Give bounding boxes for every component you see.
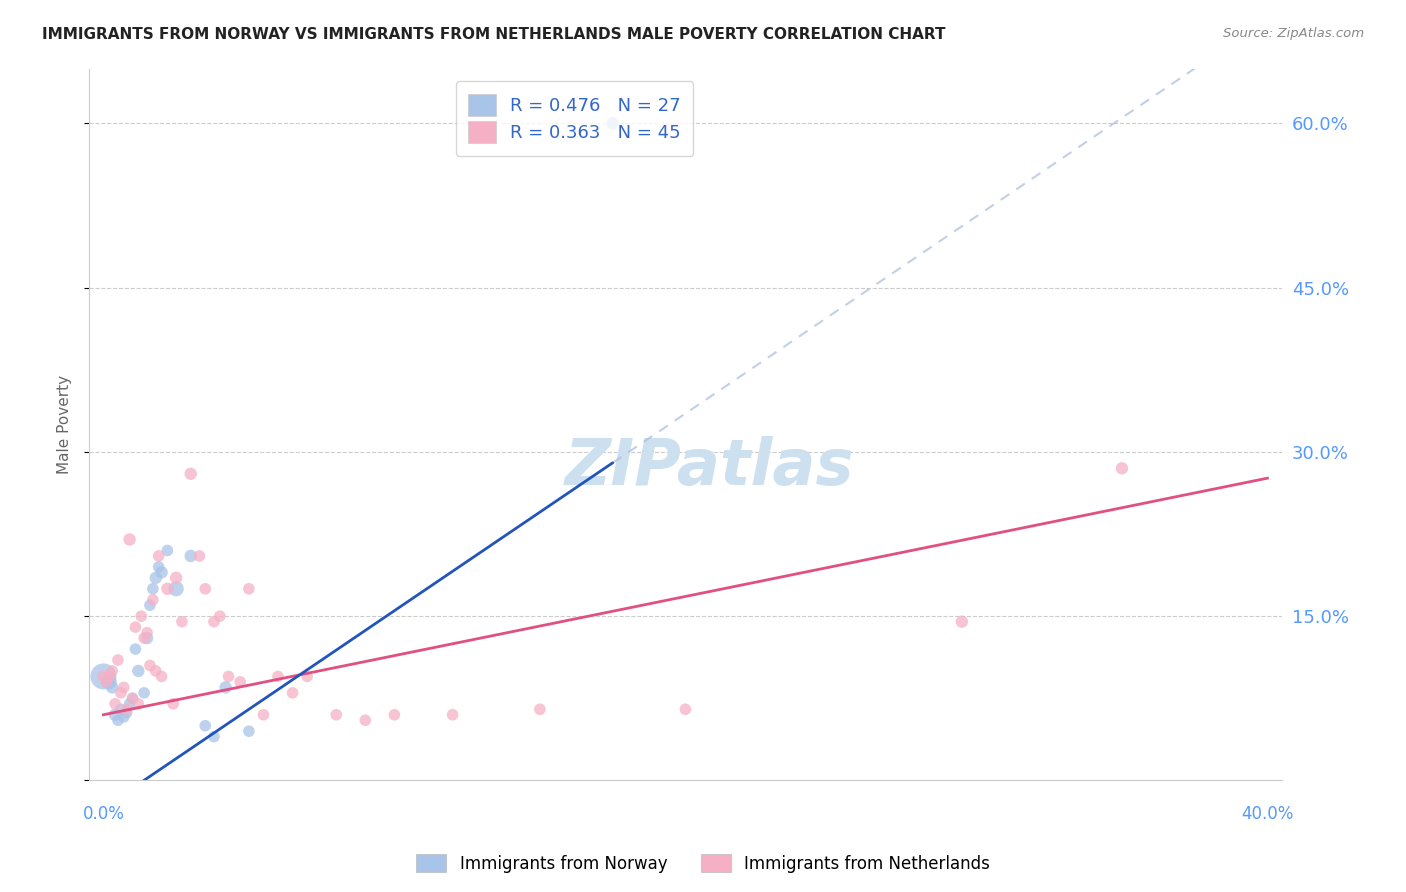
Point (238, 724, 260, 739)
Point (115, 702, 138, 716)
Point (121, 691, 143, 706)
Point (208, 609, 231, 624)
Point (194, 582, 217, 596)
Point (238, 582, 260, 596)
Point (134, 686, 156, 700)
Point (295, 669, 318, 683)
Point (142, 582, 165, 596)
Point (93, 669, 115, 683)
Point (354, 713, 377, 727)
Point (118, 697, 141, 711)
Point (112, 681, 135, 695)
Point (96, 674, 118, 689)
Point (112, 710, 135, 724)
Point (145, 571, 167, 585)
Point (202, 615, 225, 629)
Point (267, 669, 290, 683)
Point (165, 582, 187, 596)
Point (104, 697, 127, 711)
Point (118, 533, 141, 547)
Point (218, 669, 240, 683)
Point (1111, 461, 1133, 475)
Point (145, 664, 167, 678)
Legend: R = 0.476   N = 27, R = 0.363   N = 45: R = 0.476 N = 27, R = 0.363 N = 45 (456, 81, 693, 156)
Point (107, 713, 129, 727)
Point (602, 116, 624, 130)
Point (124, 642, 146, 657)
Point (139, 658, 162, 673)
Point (156, 582, 179, 596)
Y-axis label: Male Poverty: Male Poverty (58, 375, 72, 474)
Point (134, 631, 156, 645)
Point (165, 571, 187, 585)
Point (139, 599, 162, 613)
Text: ZIPatlas: ZIPatlas (565, 436, 853, 499)
Point (180, 549, 202, 563)
Point (162, 697, 184, 711)
Legend: Immigrants from Norway, Immigrants from Netherlands: Immigrants from Norway, Immigrants from … (409, 847, 997, 880)
Point (384, 707, 406, 722)
Point (529, 702, 551, 716)
Point (121, 691, 143, 706)
Point (194, 719, 217, 733)
Point (281, 686, 304, 700)
Point (104, 707, 127, 722)
Point (188, 549, 211, 563)
Text: 40.0%: 40.0% (1241, 805, 1294, 823)
Point (127, 664, 149, 678)
Point (950, 615, 973, 629)
Point (150, 566, 173, 580)
Point (156, 543, 179, 558)
Text: Source: ZipAtlas.com: Source: ZipAtlas.com (1223, 27, 1364, 40)
Point (170, 615, 193, 629)
Point (673, 702, 696, 716)
Point (150, 669, 173, 683)
Point (136, 631, 159, 645)
Point (148, 549, 170, 563)
Point (127, 697, 149, 711)
Point (441, 707, 464, 722)
Point (202, 730, 225, 744)
Point (98, 674, 121, 689)
Point (129, 609, 152, 624)
Point (214, 681, 236, 695)
Point (110, 702, 132, 716)
Point (180, 467, 202, 481)
Point (110, 686, 132, 700)
Point (325, 707, 347, 722)
Point (124, 620, 146, 634)
Point (107, 653, 129, 667)
Point (252, 707, 274, 722)
Point (101, 681, 124, 695)
Point (229, 674, 252, 689)
Text: IMMIGRANTS FROM NORWAY VS IMMIGRANTS FROM NETHERLANDS MALE POVERTY CORRELATION C: IMMIGRANTS FROM NORWAY VS IMMIGRANTS FRO… (42, 27, 946, 42)
Point (93, 669, 115, 683)
Text: 0.0%: 0.0% (83, 805, 124, 823)
Point (101, 664, 124, 678)
Point (98, 669, 121, 683)
Point (142, 592, 165, 607)
Point (115, 706, 138, 720)
Point (136, 625, 159, 640)
Point (148, 560, 170, 574)
